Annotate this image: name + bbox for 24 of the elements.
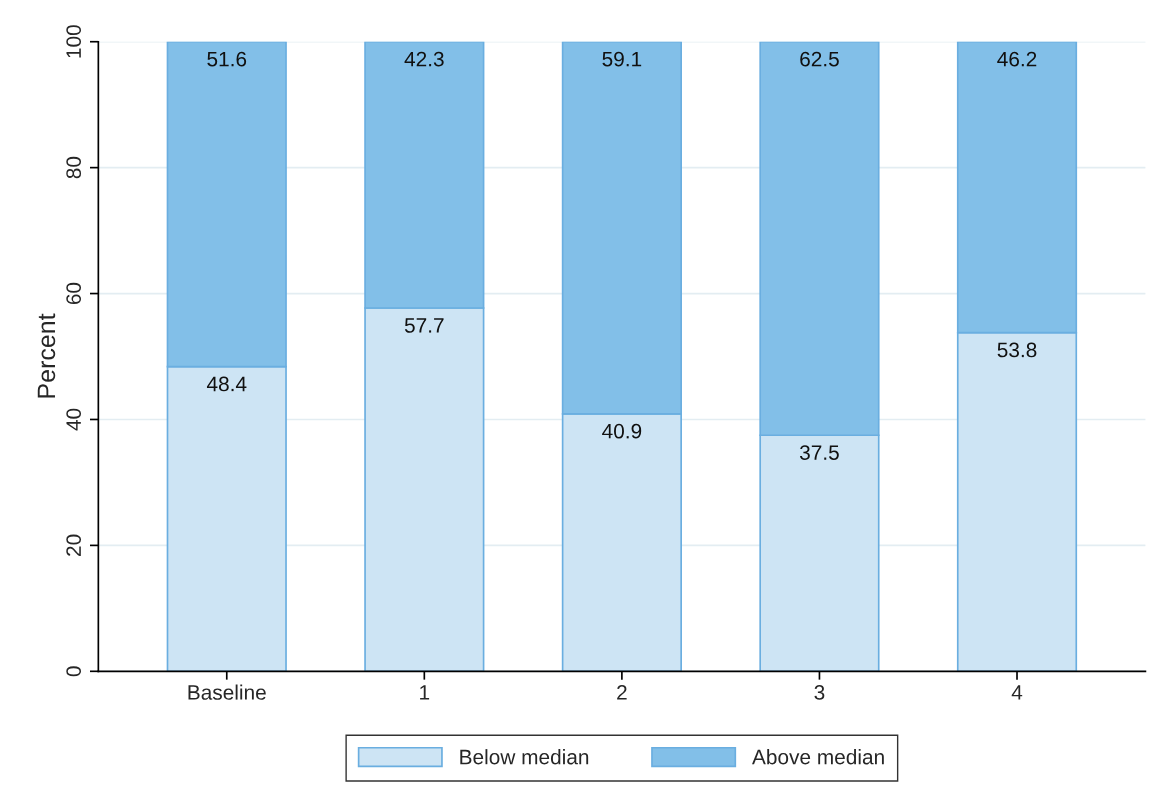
data-label: 59.1 [602,51,642,67]
y-tick-label: 80 [66,156,82,179]
y-tick-label: 100 [66,25,82,58]
x-tick-label: 4 [1011,685,1023,700]
data-label: 48.4 [206,376,247,392]
y-tick-label: 0 [66,666,82,677]
y-tick-label: 20 [66,534,82,556]
data-label: 62.5 [800,51,839,67]
x-tick-label: 3 [814,685,825,700]
x-tick-label: 2 [617,685,627,700]
legend-label: Below median [460,749,589,765]
data-label: 51.6 [207,51,247,67]
y-tick-label: 40 [66,408,82,431]
x-tick-label: Baseline [188,684,266,700]
y-tick-label: 60 [66,282,82,305]
legend-label: Above median [752,749,884,765]
data-label: 37.5 [799,445,839,460]
y-axis-title: Percent [37,313,56,398]
data-label: 57.7 [404,318,444,333]
x-tick-label: 1 [420,685,430,700]
data-label: 40.9 [602,423,642,439]
data-label: 46.2 [997,51,1037,67]
data-label: 53.8 [997,342,1037,358]
data-label: 42.3 [404,51,444,67]
